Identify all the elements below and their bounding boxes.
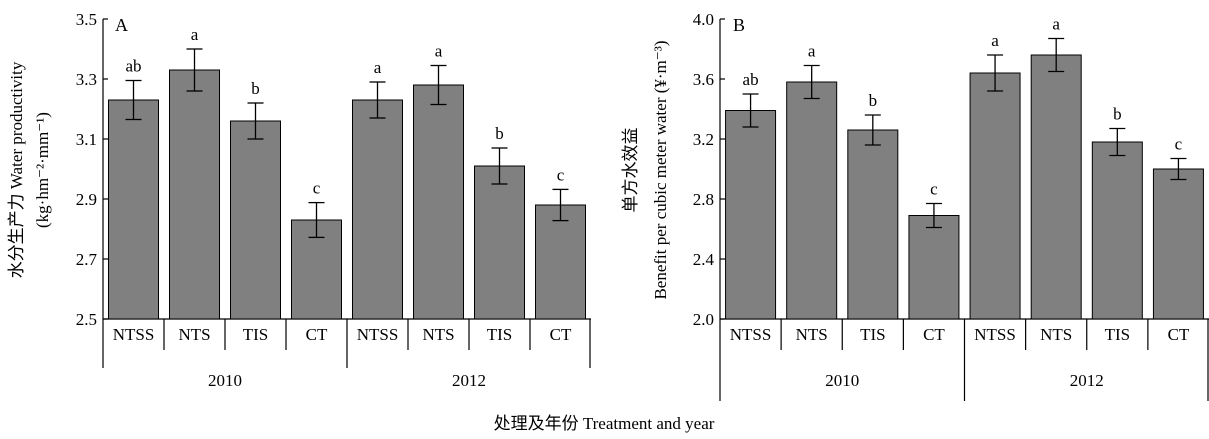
x-tick-label: CT — [550, 325, 572, 344]
x-tick-label: NTSS — [113, 325, 155, 344]
significance-letter: b — [251, 79, 260, 98]
x-tick-label: TIS — [860, 325, 886, 344]
panel-b: 2.0 2.4 2.8 3.2 3.6 4.0 B 单方水效益 Benefit per cubi… — [621, 10, 1209, 401]
x-tick-label: TIS — [243, 325, 269, 344]
x-tick-label: CT — [306, 325, 328, 344]
y-tick-label: 2.5 — [76, 310, 97, 329]
bar — [413, 84, 464, 320]
bar — [786, 81, 838, 320]
significance-letter: c — [1175, 135, 1183, 154]
bar — [1030, 54, 1082, 320]
group-label: 2010 — [825, 371, 859, 390]
bar — [1152, 168, 1204, 320]
y-tick-label: 2.7 — [76, 250, 98, 269]
significance-letter: a — [191, 25, 199, 44]
y-axis-title: 单方水效益 — [621, 128, 640, 213]
x-tick-label: CT — [923, 325, 945, 344]
significance-letter: a — [374, 58, 382, 77]
significance-letter: a — [1052, 15, 1060, 34]
y-axis-title: (kg·hm⁻²·mm⁻¹) — [33, 112, 52, 228]
y-tick-label: 3.2 — [693, 130, 714, 149]
panel-a: 2.5 2.7 2.9 3.1 3.3 3.5 A 水分生产力 Water productiv… — [7, 10, 591, 390]
significance-letter: a — [808, 42, 816, 61]
significance-letter: b — [1113, 105, 1122, 124]
x-tick-label: CT — [1168, 325, 1190, 344]
bar — [230, 120, 281, 320]
panel-label: B — [733, 15, 745, 35]
y-tick-label: 3.1 — [76, 130, 97, 149]
y-tick-label: 3.5 — [76, 10, 97, 29]
x-tick-label: TIS — [487, 325, 513, 344]
x-tick-label: NTS — [796, 325, 828, 344]
significance-letter: a — [991, 31, 999, 50]
significance-letter: b — [495, 124, 504, 143]
y-tick-label: 2.9 — [76, 190, 97, 209]
y-tick-label: 3.6 — [693, 70, 714, 89]
bar — [1091, 141, 1143, 320]
x-tick-label: NTSS — [730, 325, 772, 344]
group-label: 2012 — [452, 371, 486, 390]
y-tick-label: 4.0 — [693, 10, 714, 29]
x-tick-label: NTS — [422, 325, 454, 344]
bar — [474, 165, 525, 320]
bar — [352, 99, 403, 320]
y-tick-label: 2.0 — [693, 310, 714, 329]
x-tick-label: NTSS — [974, 325, 1016, 344]
significance-letter: c — [930, 180, 938, 199]
x-tick-label: NTS — [1040, 325, 1072, 344]
bar — [108, 99, 159, 320]
significance-letter: a — [435, 42, 443, 61]
x-tick-label: NTS — [178, 325, 210, 344]
x-tick-label: NTSS — [357, 325, 399, 344]
x-tick-label: TIS — [1105, 325, 1131, 344]
bar — [169, 69, 220, 320]
bar — [725, 110, 777, 320]
y-axis-title: Benefit per cubic meter water (¥·m⁻³) — [651, 40, 670, 299]
significance-letter: c — [313, 179, 321, 198]
significance-letter: b — [869, 91, 878, 110]
bar — [535, 204, 586, 320]
group-label: 2012 — [1070, 371, 1104, 390]
bar — [969, 72, 1021, 320]
significance-letter: c — [557, 165, 565, 184]
y-tick-label: 2.4 — [693, 250, 715, 269]
bar — [847, 129, 899, 320]
panel-label: A — [115, 15, 128, 35]
significance-letter: ab — [125, 57, 141, 76]
x-axis-title: 处理及年份 Treatment and year — [494, 414, 715, 433]
y-axis-title: 水分生产力 Water productivity — [7, 61, 26, 278]
group-label: 2010 — [208, 371, 242, 390]
bar — [908, 215, 960, 320]
y-tick-label: 2.8 — [693, 190, 714, 209]
significance-letter: ab — [743, 70, 759, 89]
y-tick-label: 3.3 — [76, 70, 97, 89]
